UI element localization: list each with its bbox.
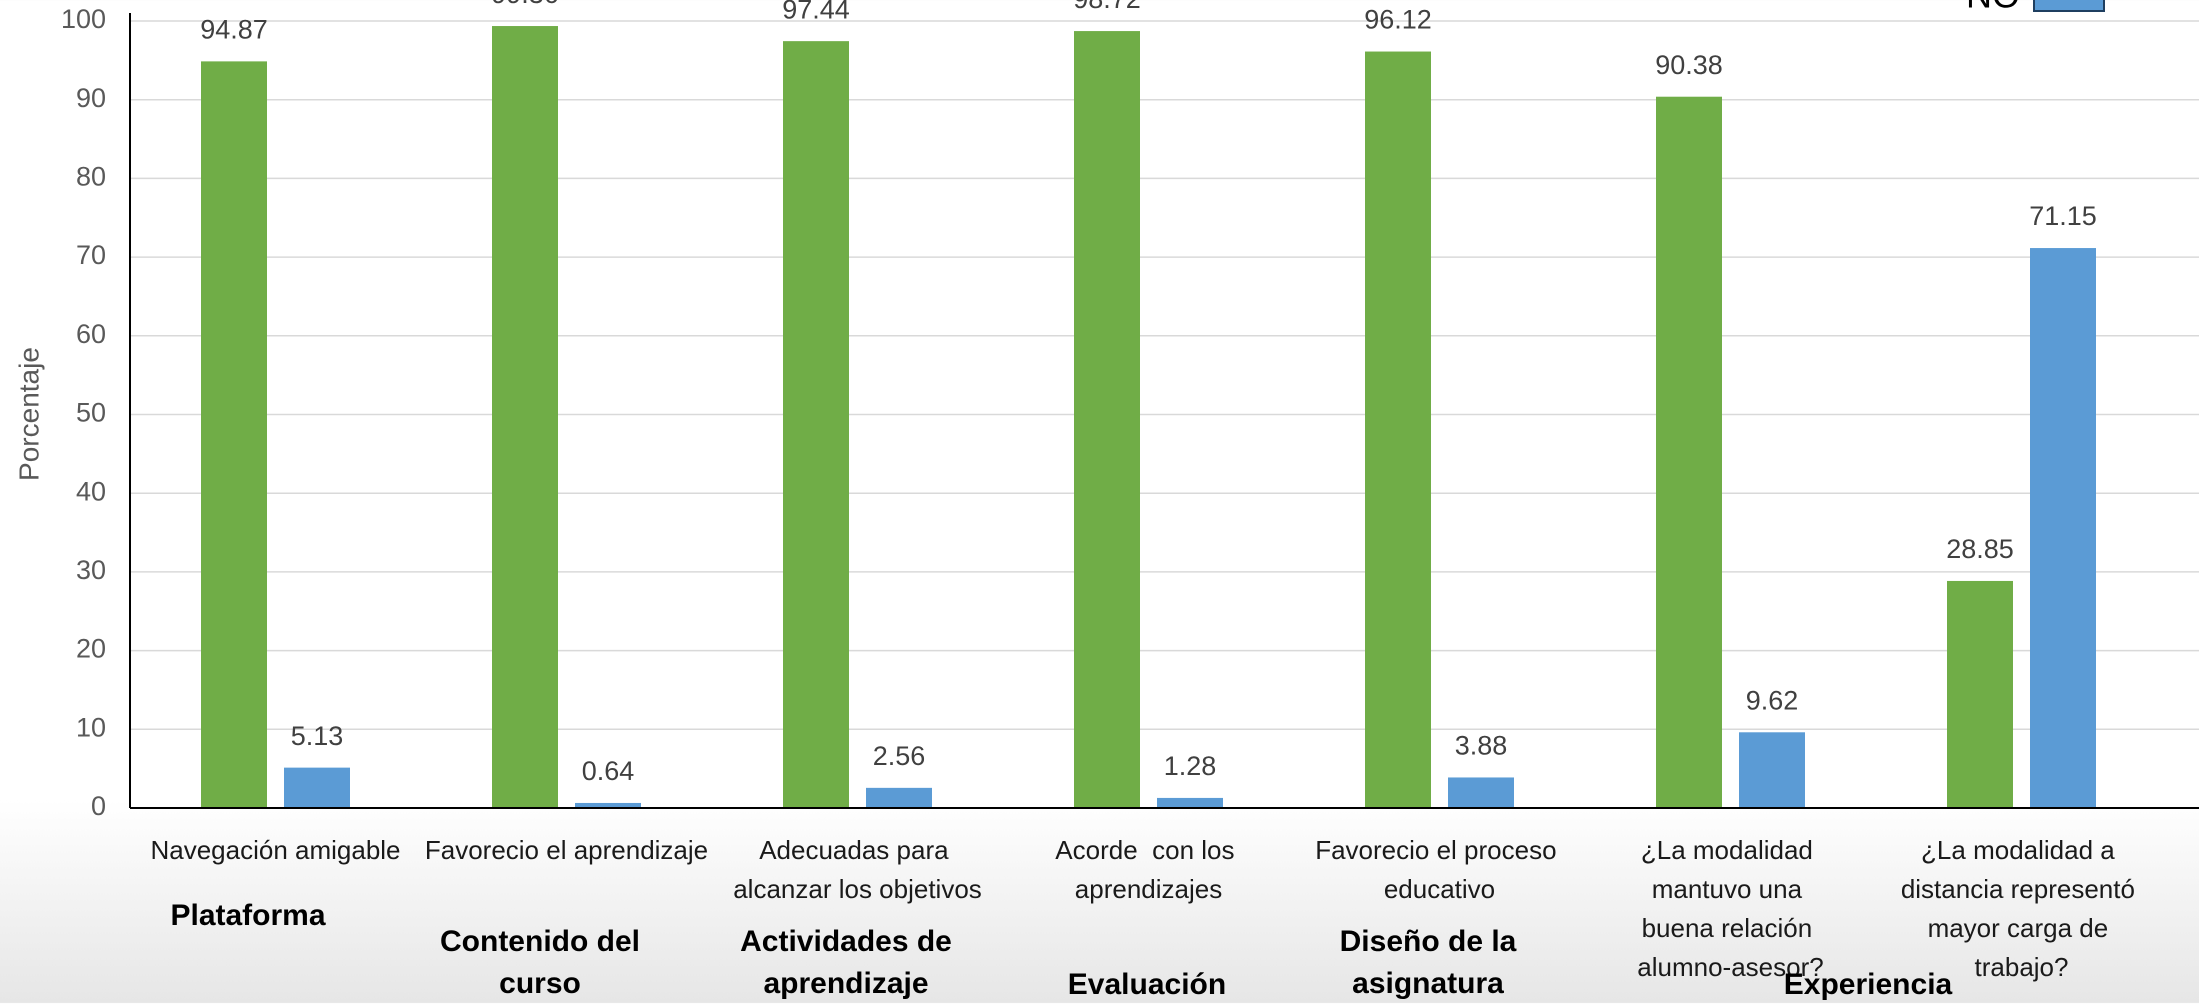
bar: [1448, 777, 1514, 808]
bar: [575, 802, 641, 808]
value-label: 28.85: [1946, 534, 2014, 564]
bar: [1074, 31, 1140, 808]
value-label: 5.13: [291, 721, 344, 751]
y-tick-label: 60: [76, 319, 106, 349]
y-tick-label: 40: [76, 476, 106, 506]
y-tick-label: 20: [76, 634, 106, 664]
value-label: 96.12: [1364, 5, 1432, 35]
x-tick-label: Favorecio el proceso educativo: [1315, 835, 1564, 904]
group-label: Contenido del curso: [440, 925, 640, 1000]
x-tick-label: ¿La modalidad a distancia representó may…: [1900, 835, 2143, 982]
value-label: 97.44: [782, 0, 850, 24]
legend-swatch: [2033, 0, 2105, 12]
value-label: 3.88: [1455, 731, 1508, 761]
value-label: 9.62: [1746, 685, 1799, 715]
bar: [1365, 51, 1431, 809]
y-tick-label: 30: [76, 555, 106, 585]
group-label: Experiencia: [1783, 968, 1953, 1001]
bar: [783, 41, 849, 808]
bar: [201, 61, 267, 808]
y-tick-label: 10: [76, 712, 106, 742]
bar: [866, 787, 932, 808]
bar: [1656, 96, 1722, 808]
y-axis-label: Porcentaje: [13, 347, 44, 481]
legend-label: NO: [1966, 0, 2020, 16]
x-tick-label: ¿La modalidad mantuvo una buena relación…: [1637, 835, 1824, 982]
bar: [1739, 732, 1805, 808]
value-label: 71.15: [2029, 201, 2097, 231]
x-tick-label: Navegación amigable: [150, 835, 401, 865]
value-label: 94.87: [200, 14, 268, 44]
y-tick-label: 80: [76, 162, 106, 192]
value-label: 0.64: [582, 756, 635, 786]
y-tick-label: 100: [61, 4, 106, 34]
group-label: Plataforma: [170, 899, 326, 932]
bar: [1947, 580, 2013, 808]
bar: [492, 26, 558, 808]
value-label: 99.36: [491, 0, 559, 9]
y-tick-label: 50: [76, 398, 106, 428]
value-label: 98.72: [1073, 0, 1141, 14]
bar: [2030, 248, 2096, 808]
value-label: 90.38: [1655, 50, 1723, 80]
bar: [1157, 797, 1223, 808]
group-label: Evaluación: [1067, 968, 1227, 1001]
x-tick-label: Adecuadas para alcanzar los objetivos: [733, 835, 982, 904]
y-tick-label: 90: [76, 83, 106, 113]
value-label: 2.56: [873, 741, 926, 771]
bar: [284, 767, 350, 808]
value-label: 1.28: [1164, 751, 1217, 781]
x-tick-label: Acorde con los aprendizajes: [1055, 835, 1242, 904]
x-tick-label: Favorecio el aprendizaje: [424, 835, 709, 865]
y-tick-label: 0: [91, 791, 106, 821]
group-label: Actividades de aprendizaje: [740, 925, 952, 1000]
group-label: Diseño de la asignatura: [1339, 925, 1517, 1000]
y-tick-label: 70: [76, 240, 106, 270]
